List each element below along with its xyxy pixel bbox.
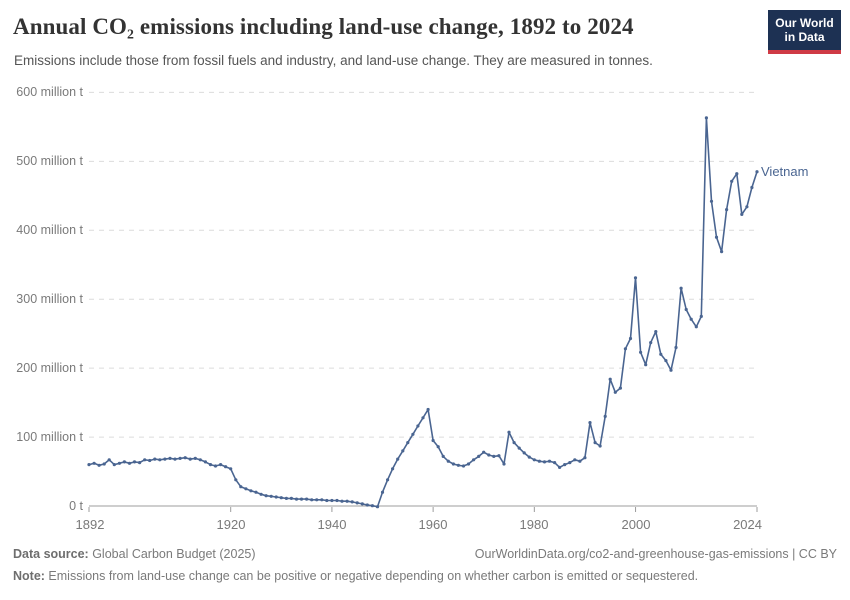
- owid-logo-line2: in Data: [784, 30, 825, 45]
- owid-logo-red-bar: [768, 49, 841, 54]
- page-title: Annual CO₂ emissions including land-use …: [13, 14, 634, 39]
- datasource-text: Global Carbon Budget (2025): [88, 547, 256, 561]
- x-tick-label-1980: 1980: [519, 517, 549, 532]
- y-tick-label-100: 100 million t: [16, 430, 83, 444]
- y-tick-label-400: 400 million t: [16, 223, 83, 237]
- y-tick-label-600: 600 million t: [16, 85, 83, 99]
- x-tick-label-1940: 1940: [317, 517, 347, 532]
- y-tick-label-500: 500 million t: [16, 154, 83, 168]
- entity-label-vietnam[interactable]: Vietnam: [761, 164, 809, 179]
- x-tick-label-1892: 1892: [75, 517, 105, 532]
- page-subtitle: Emissions include those from fossil fuel…: [14, 53, 653, 68]
- x-tick-label-2000: 2000: [621, 517, 651, 532]
- y-tick-label-200: 200 million t: [16, 361, 83, 375]
- owid-logo-line1: Our World: [775, 16, 834, 30]
- y-tick-label-300: 300 million t: [16, 292, 83, 306]
- owid-logo[interactable]: Our World in Data: [768, 10, 841, 54]
- footer-link[interactable]: OurWorldinData.org/co2-and-greenhouse-ga…: [474, 547, 837, 561]
- emissions-line-chart: [87, 91, 759, 512]
- x-tick-label-1960: 1960: [418, 517, 448, 532]
- owid-logo-box: Our World in Data: [768, 10, 841, 50]
- x-tick-label-1920: 1920: [216, 517, 246, 532]
- note-text: Emissions from land-use change can be po…: [44, 569, 699, 583]
- y-tick-label-0: 0 t: [69, 499, 83, 513]
- footer-datasource-row: OurWorldinData.org/co2-and-greenhouse-ga…: [13, 547, 837, 561]
- note-label: Note:: [13, 569, 45, 583]
- footer-note-row: Note: Emissions from land-use change can…: [13, 569, 837, 583]
- datasource-label: Data source:: [13, 547, 89, 561]
- x-tick-label-2024: 2024: [733, 517, 762, 532]
